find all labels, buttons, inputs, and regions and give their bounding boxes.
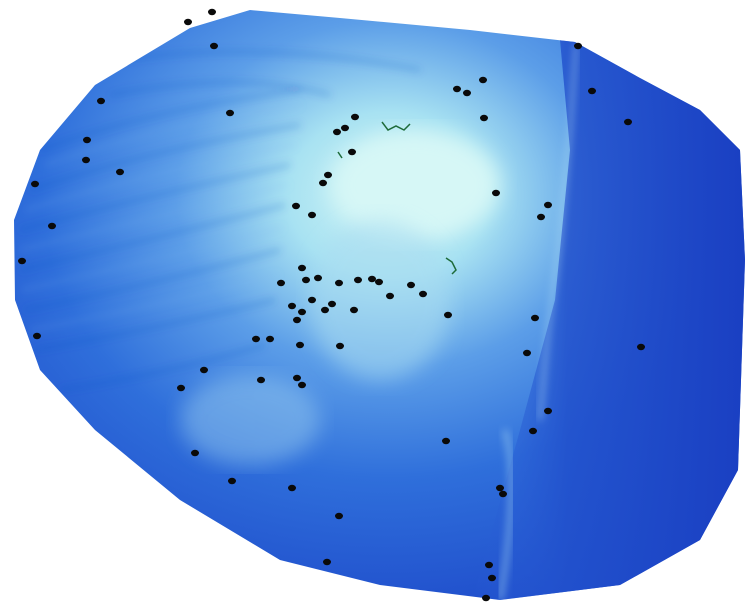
sample-marker	[335, 279, 343, 287]
sample-marker	[523, 349, 531, 357]
sample-marker	[419, 290, 427, 298]
contour-lines	[337, 121, 457, 275]
sample-markers	[18, 8, 645, 602]
sample-marker	[480, 114, 488, 122]
sample-marker	[298, 264, 306, 272]
sample-marker	[177, 384, 185, 392]
sample-marker	[444, 311, 452, 319]
sample-marker	[293, 374, 301, 382]
sample-marker	[288, 484, 296, 492]
sample-marker	[97, 97, 105, 105]
sample-marker	[407, 281, 415, 289]
sample-marker	[544, 407, 552, 415]
sample-marker	[544, 201, 552, 209]
sample-marker	[18, 257, 26, 265]
sample-marker	[328, 300, 336, 308]
sample-marker	[257, 376, 265, 384]
sample-marker	[499, 490, 507, 498]
sample-marker	[191, 449, 199, 457]
sample-marker	[252, 335, 260, 343]
sample-marker	[296, 341, 304, 349]
sample-marker	[463, 89, 471, 97]
sample-marker	[350, 306, 358, 314]
sample-marker	[375, 278, 383, 286]
sample-marker	[200, 366, 208, 374]
sample-marker	[314, 274, 322, 282]
sample-marker	[341, 124, 349, 132]
sample-marker	[482, 594, 490, 602]
sample-marker	[31, 180, 39, 188]
sample-marker	[324, 171, 332, 179]
sample-marker	[492, 189, 500, 197]
sample-marker	[485, 561, 493, 569]
sample-marker	[228, 477, 236, 485]
sample-marker	[321, 306, 329, 314]
sample-marker	[33, 332, 41, 340]
sample-marker	[354, 276, 362, 284]
sample-marker	[336, 342, 344, 350]
sample-marker	[277, 279, 285, 287]
sample-marker	[83, 136, 91, 144]
sample-marker	[82, 156, 90, 164]
sample-marker	[537, 213, 545, 221]
sample-marker	[624, 118, 632, 126]
sample-marker	[292, 202, 300, 210]
sample-marker	[288, 302, 296, 310]
sample-marker	[529, 427, 537, 435]
sample-marker	[574, 42, 582, 50]
sample-marker	[210, 42, 218, 50]
sample-marker	[323, 558, 331, 566]
sample-marker	[351, 113, 359, 121]
sample-marker	[116, 168, 124, 176]
sample-marker	[588, 87, 596, 95]
sample-marker	[308, 296, 316, 304]
sample-marker	[479, 76, 487, 84]
sample-marker	[368, 275, 376, 283]
sample-marker	[531, 314, 539, 322]
sample-marker	[386, 292, 394, 300]
sample-marker	[637, 343, 645, 351]
sample-marker	[348, 148, 356, 156]
sample-marker	[488, 574, 496, 582]
sample-marker	[302, 276, 310, 284]
sample-marker	[226, 109, 234, 117]
sample-marker	[335, 512, 343, 520]
sample-marker	[442, 437, 450, 445]
sample-marker	[208, 8, 216, 16]
sample-marker	[298, 308, 306, 316]
sample-marker	[266, 335, 274, 343]
sample-marker	[333, 128, 341, 136]
sample-marker	[184, 18, 192, 26]
sample-marker	[308, 211, 316, 219]
sample-marker	[298, 381, 306, 389]
sample-marker	[496, 484, 504, 492]
sample-marker	[319, 179, 327, 187]
sample-marker	[453, 85, 461, 93]
sample-marker	[293, 316, 301, 324]
sample-marker	[48, 222, 56, 230]
